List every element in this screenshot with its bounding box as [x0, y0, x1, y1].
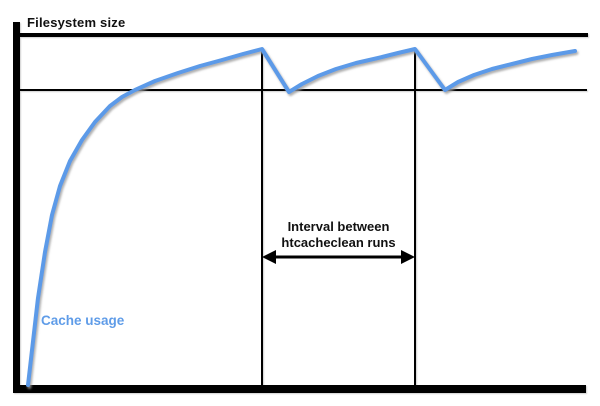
interval-arrow: [262, 250, 415, 264]
filesystem-size-line: [20, 33, 588, 37]
run-line-2: [414, 48, 416, 389]
interval-arrow-head-left: [262, 250, 276, 264]
interval-annotation: Interval between htcacheclean runs: [262, 219, 415, 251]
x-axis-line: [13, 385, 586, 393]
filesystem-size-label: Filesystem size: [27, 15, 126, 30]
run-line-1: [261, 48, 263, 389]
cache-usage-curve: [26, 47, 577, 387]
interval-arrow-head-right: [401, 250, 415, 264]
interval-annotation-line2: htcacheclean runs: [281, 235, 396, 250]
interval-annotation-line1: Interval between: [287, 219, 390, 234]
cache-limit-line: [20, 89, 587, 91]
frame-group: [13, 22, 588, 393]
y-axis-line: [13, 22, 20, 393]
cache-usage-label: Cache usage: [41, 313, 125, 328]
